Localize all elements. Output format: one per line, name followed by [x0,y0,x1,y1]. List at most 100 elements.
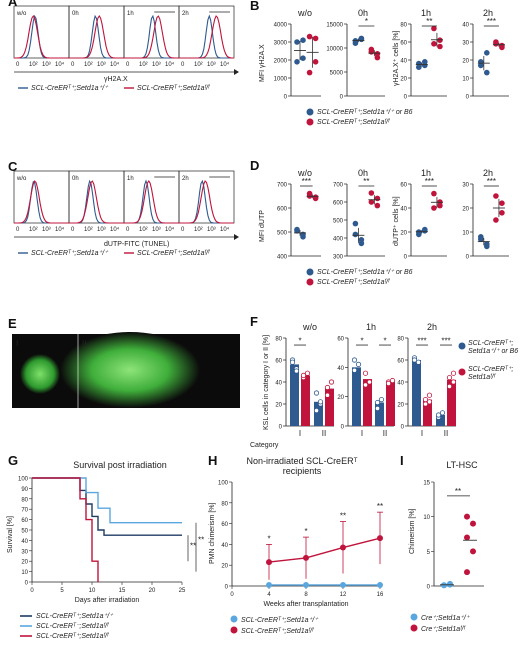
legend-label: SCL-CreERᵀ⁺; [468,366,513,373]
bar-point [313,390,320,396]
subplot-title: 2h [483,168,493,178]
legend-label: SCL-CreERᵀ⁺;Setd1aᶠ/ᶠ [317,279,391,286]
significance-label: *** [487,17,496,26]
data-point-red [374,54,381,61]
tick-label: 40 [275,381,282,387]
series-line-1 [268,537,381,563]
roman-label: II [82,339,86,348]
tick-label: 10 [89,588,96,594]
tick-label: 4000 [274,23,288,29]
legend-label: SCL-CreERᵀ⁺;Setd1a⁺/⁺ [31,250,109,257]
axis-label-y: γH2A.X⁺ cells [%] [393,31,400,86]
bar-point [313,407,320,414]
tick-label: 20 [397,403,404,409]
histogram-curve-knockout [69,14,124,59]
tick-label: 15 [119,588,126,594]
significance-label: * [304,527,307,536]
legend-marker [410,613,418,621]
tick-label: 0 [181,62,185,68]
survival-curve-2 [32,477,99,582]
tick-label: 10⁴ [110,226,120,233]
histogram-title: 2h [182,176,189,182]
significance-label: ** [455,487,461,496]
subplot-title: w/o [297,8,312,18]
data-point-blue [358,240,365,247]
tick-label: 0 [16,227,20,233]
bar-point [450,379,457,385]
data-point-red [431,190,437,197]
bar-red [325,388,334,426]
tick-label: 10 [423,515,430,521]
panel-label-H: H [208,453,217,468]
legend-label: Setd1a⁺/⁺ or B6 [468,348,518,355]
tick-label: 0 [225,585,229,591]
panel-label-D: D [250,158,259,173]
significance-label: * [267,534,270,543]
axis-label-x: Category [250,442,279,449]
data-point [340,544,346,551]
tick-label: 0 [16,62,20,68]
bar-point [324,392,331,398]
category-tick: I [361,429,363,438]
data-point-red [368,190,375,196]
tick-label: 10² [84,62,93,68]
axis-label-y: MFI dUTP [259,210,266,242]
significance-label: *** [487,177,496,186]
data-point-blue [478,234,484,240]
bar-point [355,361,362,367]
axis-label-y: PMN chimerism [%] [209,502,216,564]
tick-label: 0 [126,62,130,68]
tick-label: 1000 [274,77,288,83]
data-point-red [312,194,319,200]
bar-point [378,396,385,403]
tick-label: 0 [401,425,405,431]
data-point-red [306,33,313,40]
significance-label: ** [198,535,204,544]
tick-label: 80 [221,501,228,507]
tick-label: 40 [337,366,344,372]
tick-label: 100 [218,481,229,487]
legend-label: Cre⁺;Setd1a⁺/⁺ [421,615,471,622]
tick-label: 10² [194,227,203,233]
significance-label: ** [377,502,383,511]
data-point-blue [484,69,490,76]
data-point-red [499,210,505,216]
tick-label: 30 [462,183,469,189]
significance-label: ** [363,177,369,186]
subplot-title: w/o [297,168,312,178]
subplot-title: 0h [358,8,368,18]
tick-label: 60 [275,359,282,365]
legend-marker [306,278,314,286]
bar-point [351,357,358,363]
subplot-title: w/o [302,322,317,332]
data-point-red [306,190,313,197]
data-point-red [374,195,381,202]
bar-blue [314,401,323,426]
tick-label: 10³ [42,227,51,233]
tick-label: 80 [21,497,28,503]
tick-label: 700 [333,183,344,189]
survival-curve-0 [32,477,182,536]
bar-red [447,379,456,426]
bar-point [289,359,296,365]
legend-label: SCL-CreERᵀ⁺;Setd1aᶠ/ᶠ [137,250,211,257]
bar-point [446,383,453,389]
data-point-red [312,35,319,42]
arrow-head [234,234,239,240]
data-point-blue [358,36,365,43]
data-point [303,581,309,588]
tick-label: 20 [221,564,228,570]
tick-label: 10⁴ [220,61,230,68]
category-tick: II [322,429,326,438]
histogram-curve-knockout [14,14,69,59]
tick-label: 40 [400,59,407,65]
tick-label: 5 [427,550,431,556]
tick-label: 10³ [152,62,161,68]
histogram-title: 2h [182,11,189,17]
bar-point [374,399,381,406]
tick-label: 10⁴ [55,61,65,68]
bar-point [415,359,422,365]
data-point-blue [300,234,306,240]
legend-marker [458,368,466,376]
tick-label: 5000 [330,71,344,77]
